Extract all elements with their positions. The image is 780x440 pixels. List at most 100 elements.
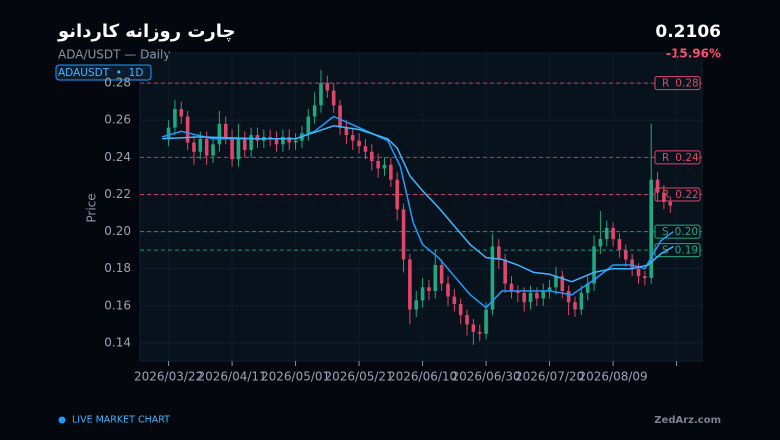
candle-body bbox=[668, 201, 673, 206]
candle-body bbox=[439, 265, 444, 284]
candle-body bbox=[242, 138, 247, 150]
subtitle: ADA/USDT — Daily bbox=[58, 48, 170, 62]
level-kind: R bbox=[662, 152, 669, 164]
x-tick-label: 2026/07/20 bbox=[515, 370, 584, 384]
candle-body bbox=[522, 292, 526, 303]
candle-body bbox=[471, 324, 476, 332]
y-tick-label: 0.22 bbox=[104, 187, 131, 201]
y-tick-label: 0.26 bbox=[104, 113, 131, 127]
candle-body bbox=[185, 116, 190, 143]
candle-body bbox=[566, 291, 571, 303]
level-value: 0.19 bbox=[675, 245, 698, 257]
candle-body bbox=[623, 250, 628, 260]
candle-body bbox=[579, 292, 584, 310]
candle-body bbox=[617, 239, 622, 251]
candle-body bbox=[312, 105, 317, 117]
candle-body bbox=[382, 164, 387, 169]
candle-body bbox=[452, 296, 457, 305]
candle-body bbox=[331, 90, 336, 106]
badge: ADAUSDT • 1D bbox=[58, 67, 143, 79]
x-tick-label: 2026/05/21 bbox=[324, 370, 393, 384]
candle-body bbox=[293, 140, 298, 143]
candle-body bbox=[287, 136, 292, 143]
candle-body bbox=[611, 227, 615, 240]
y-axis-label: Price bbox=[85, 193, 99, 222]
candle-body bbox=[541, 291, 546, 299]
candle-body bbox=[281, 136, 285, 145]
candle-body bbox=[528, 292, 533, 303]
candle-body bbox=[554, 276, 558, 288]
level-value: 0.22 bbox=[675, 189, 698, 201]
candle-body bbox=[357, 140, 361, 147]
candle-body bbox=[389, 164, 393, 180]
live-label: LIVE MARKET CHART bbox=[72, 415, 170, 426]
candle-body bbox=[516, 291, 520, 293]
badge-box bbox=[55, 64, 152, 81]
candle-body bbox=[655, 179, 660, 193]
candle-body bbox=[560, 276, 565, 292]
candle-body bbox=[223, 123, 228, 137]
y-tick-label: 0.16 bbox=[104, 298, 131, 312]
candle-body bbox=[636, 268, 641, 277]
title: چارت روزانه کاردانو bbox=[57, 21, 236, 42]
brand: ZedArz.com bbox=[654, 415, 721, 426]
candle-body bbox=[369, 151, 374, 162]
candle-body bbox=[484, 309, 488, 334]
level-box bbox=[654, 76, 701, 91]
level-kind: S bbox=[662, 226, 669, 238]
level-label: R 0.28 bbox=[662, 78, 699, 90]
x-tick-label: 2026/04/11 bbox=[197, 370, 266, 384]
candle-body bbox=[395, 179, 399, 210]
candle-body bbox=[592, 246, 596, 284]
candle-body bbox=[401, 209, 406, 260]
change: -15.96% bbox=[666, 47, 721, 61]
candle-body bbox=[230, 136, 234, 160]
x-tick-label: 2026/06/10 bbox=[388, 370, 457, 384]
candle-body bbox=[274, 138, 279, 145]
candle-body bbox=[496, 246, 501, 260]
moving-average bbox=[162, 125, 674, 283]
candle-body bbox=[503, 259, 507, 284]
candle-body bbox=[573, 302, 577, 310]
level-label: S 0.20 bbox=[662, 226, 698, 238]
candle-body bbox=[179, 109, 184, 117]
candle-body bbox=[173, 109, 177, 128]
y-tick-label: 0.14 bbox=[104, 335, 131, 349]
candle-body bbox=[420, 287, 425, 301]
x-tick-label: 2026/08/09 bbox=[579, 370, 648, 384]
level-box bbox=[654, 187, 701, 202]
candle-body bbox=[344, 127, 349, 136]
candle-body bbox=[204, 138, 209, 156]
candle-body bbox=[477, 331, 482, 334]
candle-body bbox=[255, 135, 260, 141]
level-label: R 0.24 bbox=[662, 152, 699, 164]
candle-body bbox=[408, 259, 412, 310]
level-value: 0.24 bbox=[675, 152, 699, 164]
level-value: 0.20 bbox=[675, 226, 698, 238]
candle-body bbox=[166, 127, 171, 139]
candle-body bbox=[662, 192, 666, 202]
candle-body bbox=[192, 142, 196, 152]
candle-body bbox=[363, 146, 368, 152]
candle-body bbox=[630, 259, 634, 269]
candle-body bbox=[198, 138, 203, 152]
price: 0.2106 bbox=[655, 22, 721, 42]
candle-body bbox=[535, 292, 539, 299]
level-label: R0.22 bbox=[662, 189, 699, 201]
candle-body bbox=[433, 265, 438, 292]
candle-body bbox=[249, 135, 253, 150]
candle-body bbox=[376, 161, 380, 169]
candle-body bbox=[649, 179, 653, 279]
candle-body bbox=[306, 116, 311, 134]
candle-body bbox=[217, 123, 222, 145]
candle-body bbox=[585, 283, 590, 293]
y-tick-label: 0.18 bbox=[104, 261, 131, 275]
candle-body bbox=[547, 287, 552, 292]
x-tick-label: 2026/06/30 bbox=[452, 370, 521, 384]
level-box bbox=[654, 224, 701, 239]
candle-body bbox=[211, 144, 215, 156]
candle-body bbox=[458, 304, 463, 316]
y-tick-label: 0.24 bbox=[104, 150, 131, 164]
